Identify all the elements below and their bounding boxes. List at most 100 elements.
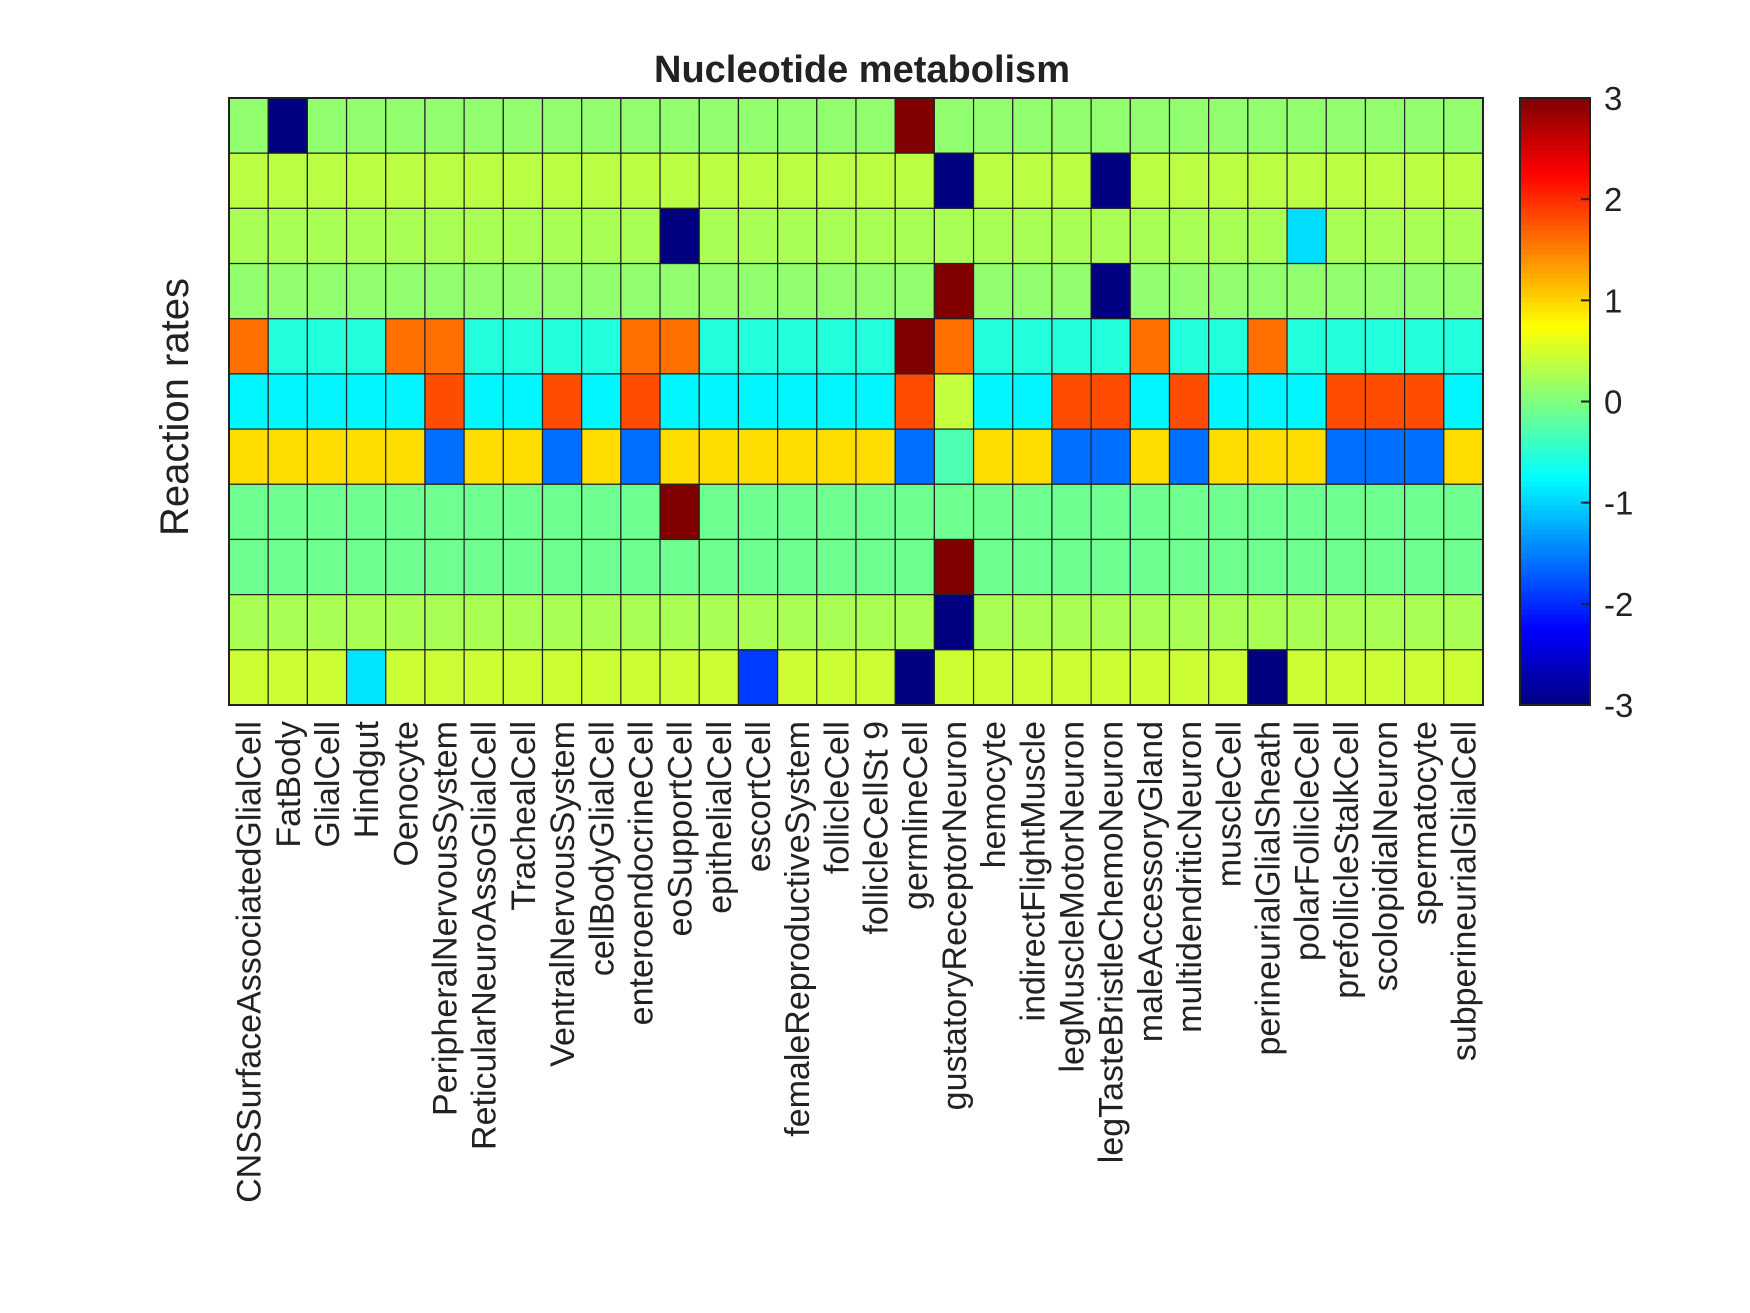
heatmap-cell — [228, 373, 269, 430]
colorbar-tick-label: 0 — [1604, 384, 1622, 421]
heatmap-cell — [972, 97, 1014, 154]
colorbar-tick-label: -1 — [1604, 485, 1633, 522]
heatmap-cell — [345, 649, 387, 706]
heatmap-cell — [1364, 373, 1406, 430]
x-tick-label: muscleCell — [1210, 721, 1248, 887]
heatmap-cell — [972, 649, 1014, 706]
heatmap-cell — [1208, 483, 1249, 541]
heatmap-cell — [541, 428, 583, 485]
colorbar-segment — [1520, 154, 1590, 161]
heatmap-cell — [1168, 262, 1210, 320]
heatmap-cell — [1012, 594, 1053, 651]
heatmap-cell — [1208, 428, 1249, 485]
heatmap-cell — [855, 262, 896, 320]
heatmap-cell — [1247, 373, 1288, 430]
heatmap-cell — [894, 373, 935, 430]
x-tick-label: cellBodyGlialCell — [583, 721, 621, 976]
heatmap-cell — [972, 262, 1014, 320]
heatmap-cell — [228, 97, 269, 154]
heatmap-cell — [816, 318, 857, 375]
heatmap-cell — [385, 649, 426, 706]
heatmap-cell — [306, 318, 348, 375]
colorbar-segment — [1520, 572, 1590, 578]
heatmap-cell — [541, 594, 583, 651]
colorbar-segment — [1520, 434, 1590, 441]
colorbar-segment — [1520, 287, 1590, 294]
colorbar-segment — [1520, 221, 1590, 227]
heatmap-cell — [306, 152, 348, 209]
heatmap-cell — [306, 373, 348, 430]
heatmap-cell — [1129, 649, 1171, 706]
heatmap-cell — [1208, 97, 1249, 154]
heatmap-cell — [424, 594, 465, 651]
colorbar-segment — [1520, 415, 1590, 422]
heatmap-cell — [1364, 538, 1406, 596]
heatmap-cell — [1325, 207, 1367, 265]
colorbar-segment — [1520, 226, 1590, 232]
heatmap-cell — [1090, 594, 1131, 651]
colorbar-segment — [1520, 576, 1590, 583]
colorbar-segment — [1520, 595, 1590, 602]
colorbar-segment — [1520, 121, 1590, 128]
colorbar-segment — [1520, 235, 1590, 241]
colorbar-segment — [1520, 211, 1590, 218]
heatmap-cell — [659, 97, 700, 154]
heatmap-cell — [1404, 152, 1445, 209]
heatmap-cell — [1208, 262, 1249, 320]
heatmap-cell — [463, 594, 504, 651]
x-tick-label: CNSSurfaceAssociatedGlialCell — [231, 721, 269, 1203]
heatmap-cell — [345, 97, 387, 154]
colorbar-segment — [1520, 700, 1590, 706]
x-tick-label: escortCell — [740, 721, 778, 872]
heatmap-cell — [581, 373, 622, 430]
heatmap-cell — [698, 483, 740, 541]
heatmap-cell — [1012, 207, 1053, 265]
heatmap-cell — [1208, 649, 1249, 706]
heatmap-cell — [737, 373, 779, 430]
heatmap-cell — [620, 649, 661, 706]
colorbar-segment — [1520, 249, 1590, 256]
colorbar-segment — [1520, 534, 1590, 540]
heatmap-cell — [777, 318, 818, 375]
heatmap-cell — [463, 483, 504, 541]
heatmap-cell — [855, 318, 896, 375]
colorbar-segment — [1520, 150, 1590, 156]
heatmap-cell — [228, 538, 269, 596]
heatmap-cell — [1090, 649, 1131, 706]
x-tick-label: follicleCellSt 9 — [858, 721, 896, 935]
colorbar-segment — [1520, 382, 1590, 388]
heatmap-cell — [1129, 594, 1171, 651]
colorbar-segment — [1520, 671, 1590, 678]
heatmap-cell — [1364, 318, 1406, 375]
heatmap-cell — [698, 373, 740, 430]
heatmap-cell — [894, 97, 935, 154]
colorbar-segment — [1520, 316, 1590, 322]
heatmap-cell — [972, 207, 1014, 265]
heatmap-cell — [541, 152, 583, 209]
heatmap-cell — [1286, 373, 1327, 430]
heatmap-cell — [541, 649, 583, 706]
x-tick-label: follicleCell — [818, 721, 856, 874]
heatmap-cell — [659, 649, 700, 706]
heatmap-cell — [385, 428, 426, 485]
heatmap-cell — [424, 152, 465, 209]
colorbar-segment — [1520, 392, 1590, 398]
x-tick-label: Hindgut — [348, 720, 386, 838]
heatmap-cell — [345, 152, 387, 209]
heatmap-cell — [855, 538, 896, 596]
heatmap-cell — [502, 373, 544, 430]
heatmap-cell — [1208, 207, 1249, 265]
colorbar-segment — [1520, 116, 1590, 123]
colorbar-segment — [1520, 297, 1590, 303]
colorbar-segment — [1520, 183, 1590, 189]
heatmap-cell — [1129, 538, 1171, 596]
colorbar-segment — [1520, 614, 1590, 621]
heatmap-cell — [228, 428, 269, 485]
heatmap-cell — [1090, 428, 1131, 485]
heatmap-cell — [1247, 152, 1288, 209]
colorbar-segment — [1520, 145, 1590, 151]
heatmap-cell — [463, 152, 504, 209]
colorbar-segment — [1520, 686, 1590, 692]
colorbar-tick-label: -2 — [1604, 586, 1633, 623]
heatmap-cell — [424, 428, 465, 485]
